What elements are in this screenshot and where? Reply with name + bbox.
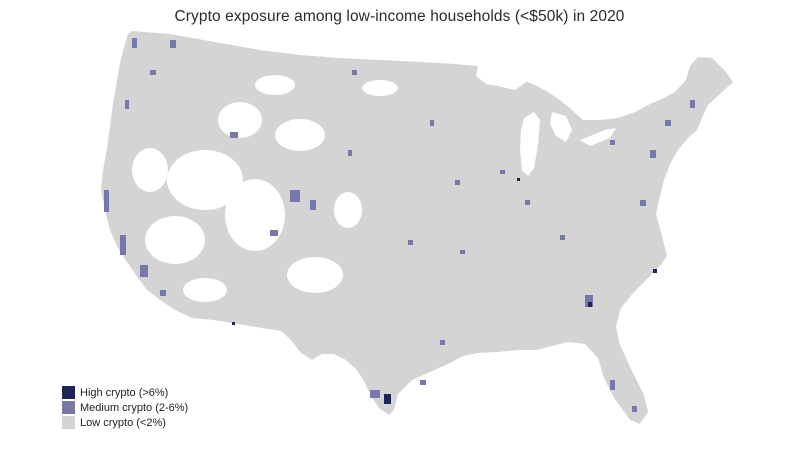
legend-label-low: Low crypto (<2%)	[80, 416, 166, 429]
legend-swatch-high	[62, 386, 75, 399]
legend-label-medium: Medium crypto (2-6%)	[80, 401, 189, 414]
missing-data-regions	[132, 75, 398, 302]
legend-item-low: Low crypto (<2%)	[62, 415, 188, 430]
lake-michigan	[520, 112, 540, 176]
map-title: Crypto exposure among low-income househo…	[174, 8, 625, 25]
legend-item-high: High crypto (>6%)	[62, 385, 188, 400]
legend: High crypto (>6%) Medium crypto (2-6%) L…	[62, 385, 188, 430]
lake-erie	[580, 128, 616, 146]
legend-swatch-medium	[62, 401, 75, 414]
high-crypto-areas	[232, 178, 657, 404]
lake-superior	[476, 66, 526, 90]
legend-swatch-low	[62, 416, 75, 429]
medium-crypto-areas	[104, 38, 695, 412]
legend-item-medium: Medium crypto (2-6%)	[62, 400, 188, 415]
lake-huron	[550, 112, 572, 142]
us-landmass	[101, 31, 733, 424]
legend-label-high: High crypto (>6%)	[80, 386, 169, 399]
